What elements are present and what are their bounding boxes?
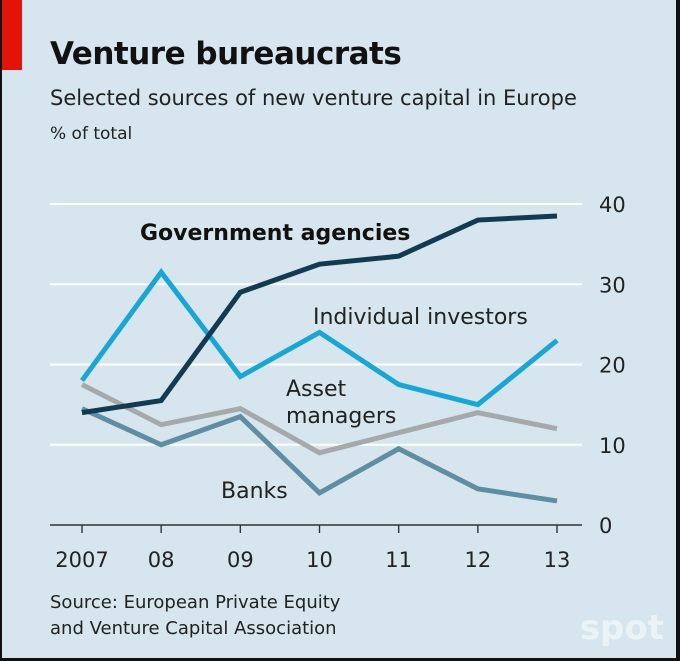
series-line-banks [80, 406, 558, 504]
chart-title: Venture bureaucrats [50, 36, 402, 72]
series-line-government-agencies [81, 213, 558, 416]
series-line-asset-managers [80, 382, 558, 456]
x-tick-label-09: 09 [227, 548, 254, 572]
watermark: spot [579, 608, 664, 648]
chart-subtitle: Selected sources of new venture capital … [50, 86, 577, 110]
x-tick-label-12: 12 [464, 548, 491, 572]
y-tick-label-10: 10 [599, 434, 626, 458]
gridlines [50, 203, 582, 526]
y-tick-label-30: 30 [599, 273, 626, 297]
brand-accent-bar [2, 0, 22, 70]
y-tick-label-20: 20 [599, 354, 626, 378]
x-tick-label-08: 08 [148, 548, 175, 572]
series-label-individual-investors: Individual investors [313, 305, 528, 330]
x-tick-label-13: 13 [544, 548, 571, 572]
series-lines [79, 213, 559, 504]
y-tick-label-40: 40 [599, 193, 626, 217]
x-tick-label-11: 11 [385, 548, 412, 572]
chart-unit: % of total [50, 124, 133, 144]
y-tick-label-0: 0 [599, 514, 612, 538]
source-line-2: and Venture Capital Association [50, 618, 337, 639]
x-tick-label-2007: 2007 [55, 548, 108, 572]
source-line-1: Source: European Private Equity [50, 592, 341, 613]
series-label-banks: Banks [221, 479, 288, 504]
x-tick-labels: 2007 08 09 10 11 12 13 [55, 525, 570, 572]
source-note: Source: European Private Equity and Vent… [50, 590, 340, 642]
series-line-individual-investors [79, 268, 559, 408]
series-label-asset-managers-line2: managers [286, 404, 396, 429]
series-labels: Government agencies Individual investors… [140, 221, 528, 504]
y-tick-labels: 0 10 20 30 40 [599, 193, 626, 538]
x-tick-label-10: 10 [306, 548, 333, 572]
series-label-government-agencies: Government agencies [140, 221, 410, 246]
series-label-asset-managers-line1: Asset [286, 377, 347, 402]
